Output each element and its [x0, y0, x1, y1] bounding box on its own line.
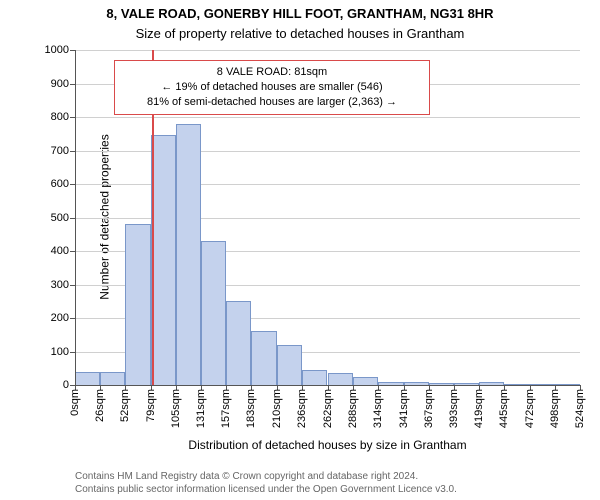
- ytick-label: 600: [51, 178, 75, 190]
- histogram-bar: [277, 345, 302, 385]
- xtick-label: 445sqm: [498, 385, 510, 428]
- xtick-label: 79sqm: [145, 385, 157, 422]
- xtick-label: 314sqm: [372, 385, 384, 428]
- xtick-label: 0sqm: [69, 385, 81, 416]
- xtick-label: 262sqm: [322, 385, 334, 428]
- xtick-label: 498sqm: [549, 385, 561, 428]
- histogram-bar: [353, 377, 378, 385]
- page-title: 8, VALE ROAD, GONERBY HILL FOOT, GRANTHA…: [0, 6, 600, 21]
- histogram-bar: [201, 241, 226, 385]
- histogram-bar: [176, 124, 201, 385]
- ytick-label: 300: [51, 279, 75, 291]
- y-axis-line: [75, 50, 76, 385]
- annotation-line-3: 81% of semi-detached houses are larger (…: [123, 95, 421, 110]
- annotation-box: 8 VALE ROAD: 81sqm ← 19% of detached hou…: [114, 60, 430, 115]
- xtick-label: 26sqm: [94, 385, 106, 422]
- xtick-label: 210sqm: [271, 385, 283, 428]
- histogram-bar: [328, 373, 353, 385]
- annotation-line-2: ← 19% of detached houses are smaller (54…: [123, 80, 421, 95]
- xtick-label: 393sqm: [448, 385, 460, 428]
- xtick-label: 157sqm: [220, 385, 232, 428]
- ytick-label: 100: [51, 346, 75, 358]
- ytick-label: 800: [51, 111, 75, 123]
- xtick-label: 288sqm: [347, 385, 359, 428]
- xtick-label: 236sqm: [296, 385, 308, 428]
- histogram-bar: [151, 135, 176, 385]
- histogram-bar: [251, 331, 277, 385]
- page-subtitle: Size of property relative to detached ho…: [0, 26, 600, 41]
- histogram-bar: [302, 370, 327, 385]
- gridline: [75, 50, 580, 51]
- histogram-bar: [100, 372, 125, 385]
- x-axis-line: [75, 385, 580, 386]
- ytick-label: 500: [51, 212, 75, 224]
- gridline: [75, 117, 580, 118]
- ytick-label: 900: [51, 78, 75, 90]
- histogram-bar: [75, 372, 100, 385]
- credits: Contains HM Land Registry data © Crown c…: [75, 470, 457, 496]
- ytick-label: 1000: [45, 44, 75, 56]
- xtick-label: 183sqm: [245, 385, 257, 428]
- xtick-label: 105sqm: [170, 385, 182, 428]
- xtick-label: 131sqm: [195, 385, 207, 428]
- xtick-label: 472sqm: [524, 385, 536, 428]
- xtick-label: 524sqm: [574, 385, 586, 428]
- ytick-label: 400: [51, 245, 75, 257]
- xtick-label: 367sqm: [423, 385, 435, 428]
- credits-line-2: Contains public sector information licen…: [75, 483, 457, 496]
- xtick-label: 341sqm: [398, 385, 410, 428]
- credits-line-1: Contains HM Land Registry data © Crown c…: [75, 470, 457, 483]
- ytick-label: 700: [51, 145, 75, 157]
- histogram-bar: [125, 224, 151, 385]
- xtick-label: 52sqm: [119, 385, 131, 422]
- ytick-label: 200: [51, 312, 75, 324]
- histogram-bar: [226, 301, 251, 385]
- xtick-label: 419sqm: [473, 385, 485, 428]
- annotation-line-1: 8 VALE ROAD: 81sqm: [123, 65, 421, 80]
- x-axis-label: Distribution of detached houses by size …: [75, 438, 580, 452]
